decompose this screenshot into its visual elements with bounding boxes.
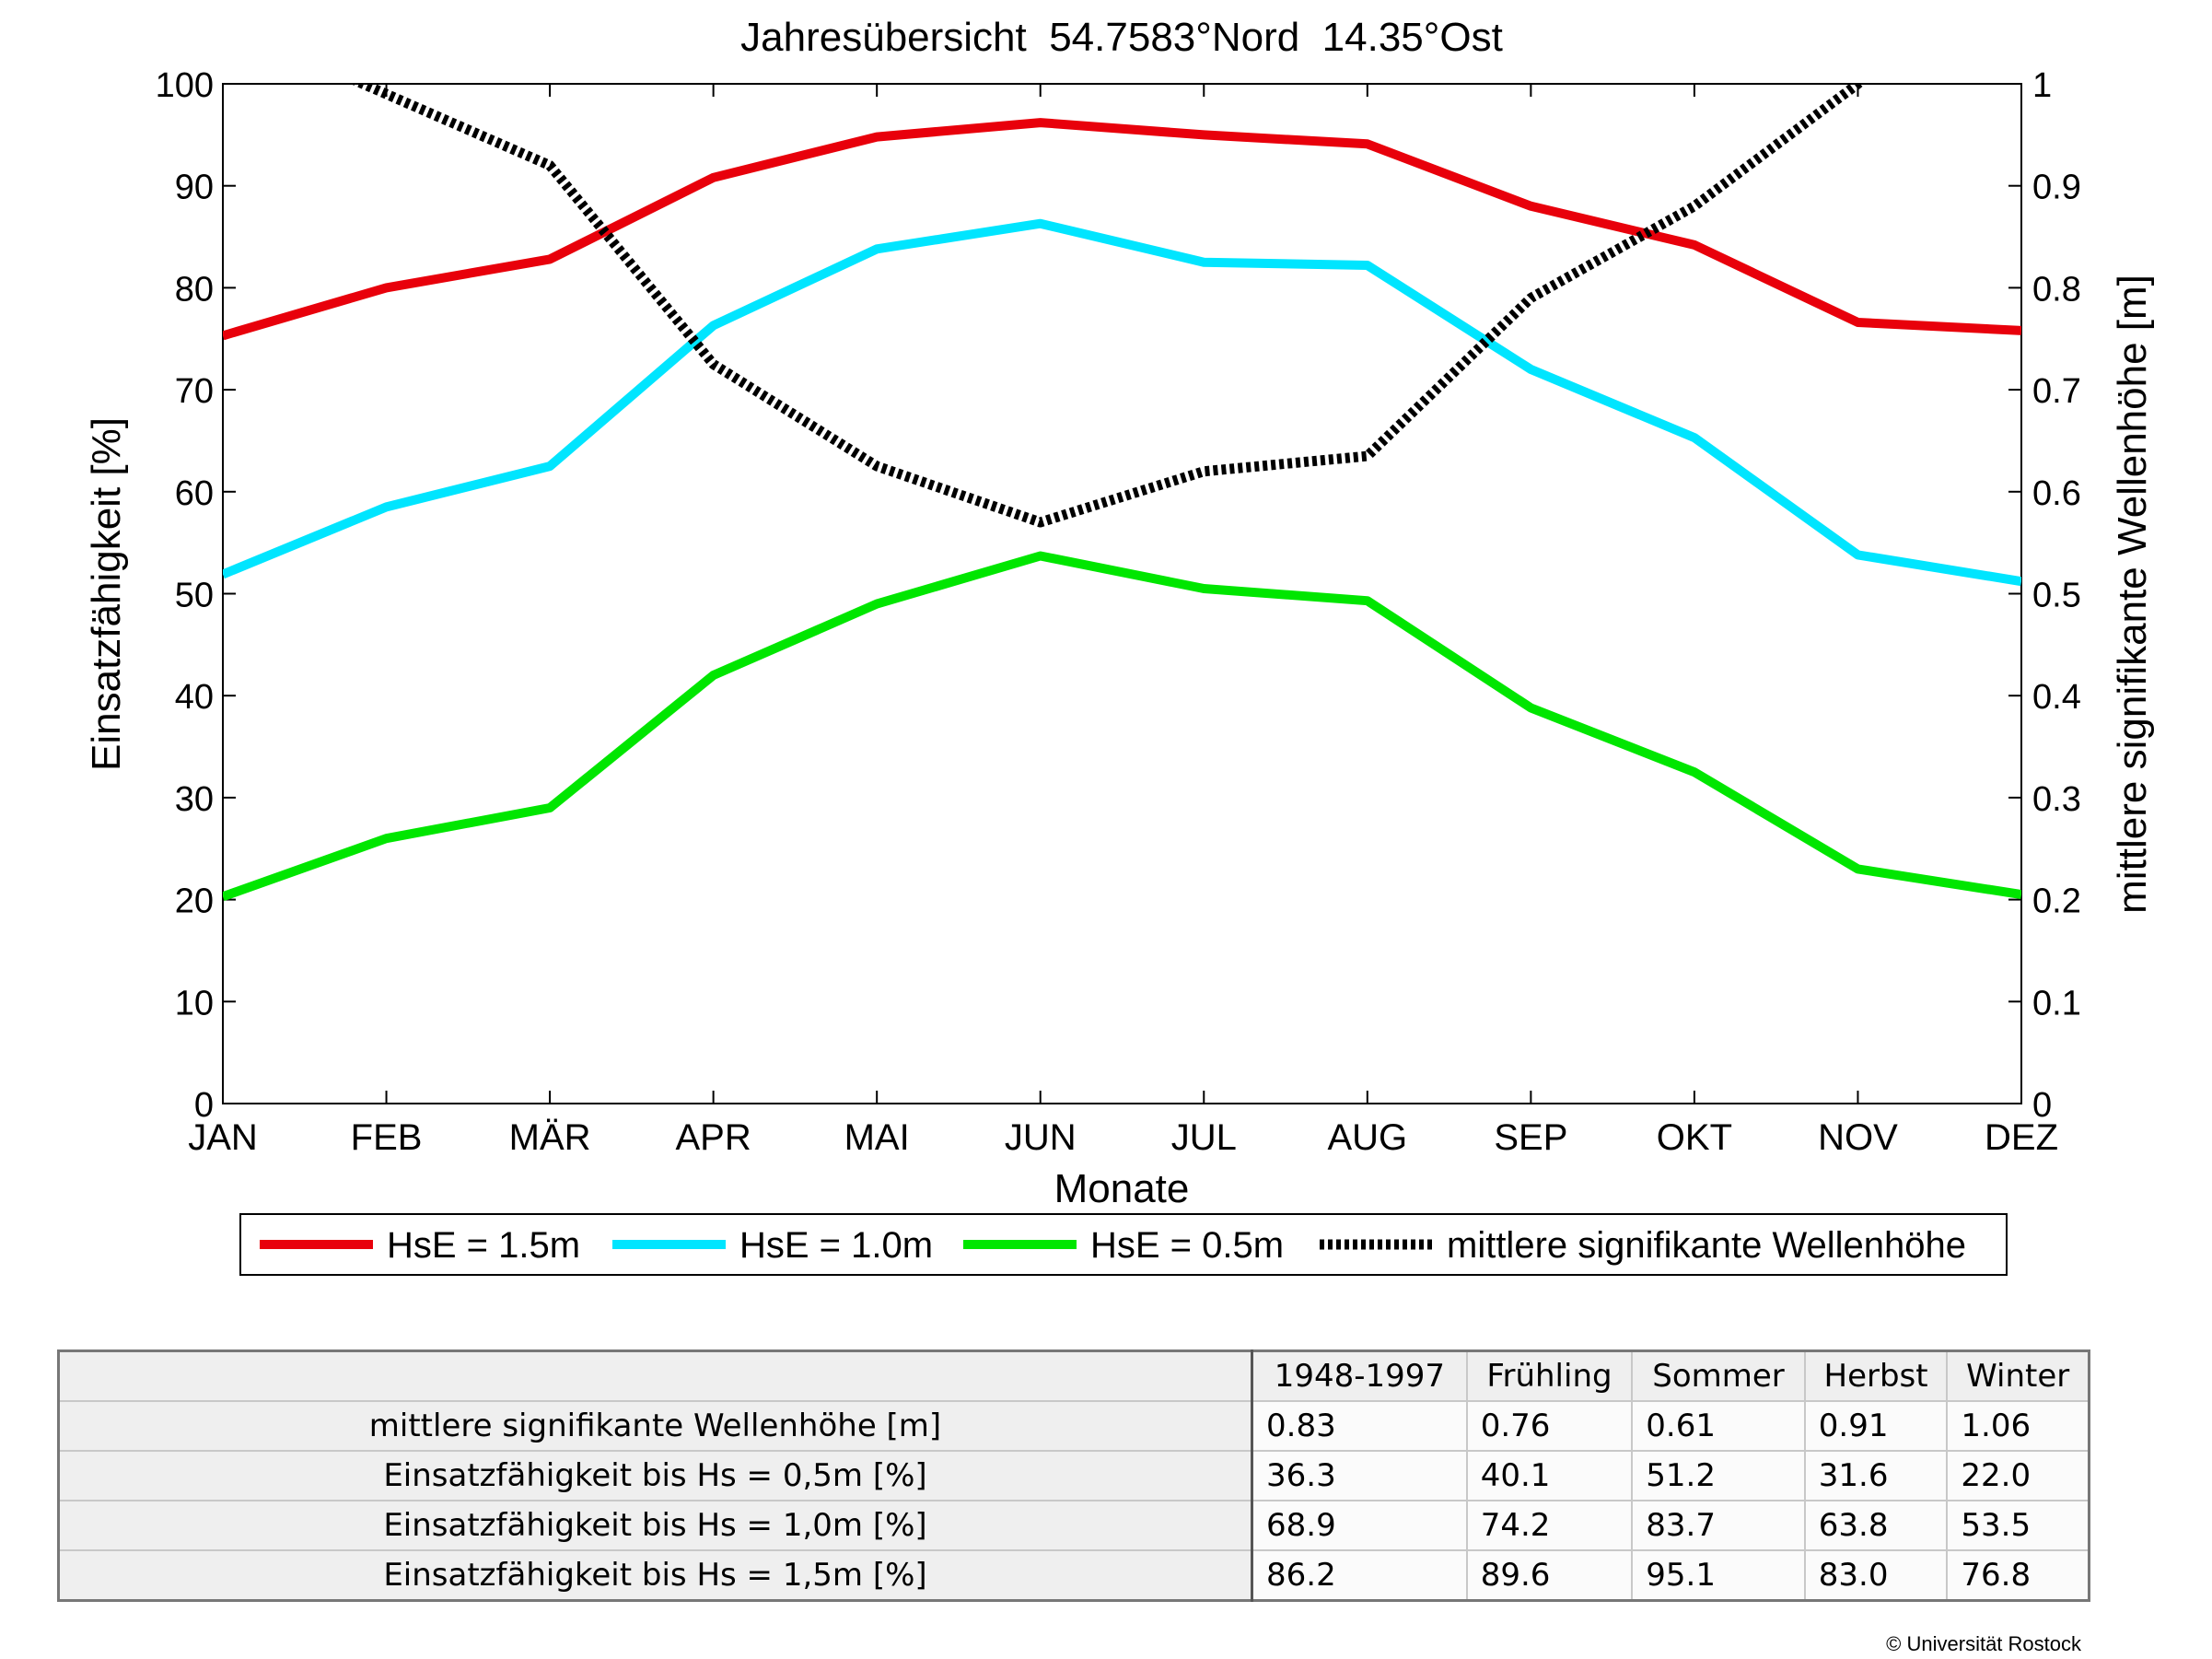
table-cell: 89.6	[1465, 1549, 1634, 1602]
y2-tick-label: 0.6	[2032, 474, 2081, 513]
table-cell: 0.83	[1251, 1400, 1468, 1452]
x-tick-label: JAN	[188, 1117, 258, 1158]
legend-label-0: HsE = 1.5m	[387, 1225, 580, 1266]
y-tick-label: 30	[175, 780, 214, 819]
table-cell: 31.6	[1803, 1450, 1949, 1501]
y-tick-label: 90	[175, 169, 214, 207]
legend-label-2: HsE = 0.5m	[1090, 1225, 1284, 1266]
y-axis-label: Einsatzfähigkeit [%]	[84, 417, 129, 771]
y2-tick-label: 0.7	[2032, 372, 2081, 411]
y2-tick-label: 1	[2032, 66, 2052, 105]
table-cell: 95.1	[1631, 1549, 1806, 1602]
y2-tick-label: 0.2	[2032, 882, 2081, 921]
legend: HsE = 1.5m HsE = 1.0m HsE = 0.5m mittlere s…	[239, 1213, 2008, 1276]
chart: Jahresübersicht 54.7583°Nord 14.35°Ost 0…	[84, 15, 2155, 1276]
x-tick-label: AUG	[1327, 1117, 1407, 1158]
y-tick-label: 10	[175, 984, 214, 1022]
table-header-period: 1948-1997	[1251, 1349, 1468, 1402]
table-cell: 1.06	[1946, 1400, 2090, 1452]
y2-tick-label: 0.4	[2032, 678, 2081, 717]
y-tick-label: 70	[175, 372, 214, 411]
table-cell: 83.0	[1803, 1549, 1949, 1602]
y-tick-label: 50	[175, 577, 214, 615]
y2-tick-label: 0.5	[2032, 577, 2081, 615]
table-cell: 86.2	[1251, 1549, 1468, 1602]
x-tick-label: NOV	[1818, 1117, 1898, 1158]
series-line-0	[223, 118, 2021, 341]
table-cell: 0.61	[1631, 1400, 1806, 1452]
series-line-2	[223, 551, 2021, 902]
y-tick-label: 0	[194, 1086, 214, 1125]
x-tick-label: SEP	[1494, 1117, 1567, 1158]
chart-title: Jahresübersicht 54.7583°Nord 14.35°Ost	[740, 15, 1503, 60]
x-tick-label: DEZ	[1985, 1117, 2058, 1158]
row-label: mittlere signifikante Wellenhöhe [m]	[57, 1400, 1253, 1452]
y-tick-label: 100	[156, 66, 214, 105]
table-cell: 0.91	[1803, 1400, 1949, 1452]
table-header-row: 1948-1997 Frühling Sommer Herbst Winter	[57, 1349, 2090, 1402]
statistics-table: 1948-1997 Frühling Sommer Herbst Winter …	[57, 1349, 2090, 1602]
table-header-summer: Sommer	[1631, 1349, 1806, 1402]
table-cell: 76.8	[1946, 1549, 2090, 1602]
table-row: Einsatzfähigkeit bis Hs = 1,0m [%] 68.9 …	[57, 1500, 2090, 1551]
copyright-notice: © Universität Rostock	[1886, 1632, 2081, 1655]
row-label: Einsatzfähigkeit bis Hs = 1,5m [%]	[57, 1549, 1253, 1602]
table-row: Einsatzfähigkeit bis Hs = 0,5m [%] 36.3 …	[57, 1450, 2090, 1501]
y2-tick-label: 0.8	[2032, 270, 2081, 309]
x-tick-label: FEB	[351, 1117, 423, 1158]
table-cell: 74.2	[1465, 1500, 1634, 1551]
y-tick-label: 60	[175, 474, 214, 513]
table-header-winter: Winter	[1946, 1349, 2090, 1402]
table-header-autumn: Herbst	[1803, 1349, 1949, 1402]
y-tick-label: 80	[175, 270, 214, 309]
y2-tick-label: 0.1	[2032, 984, 2081, 1022]
y2-axis-label: mittlere signifikante Wellenhöhe [m]	[2110, 275, 2155, 914]
row-label: Einsatzfähigkeit bis Hs = 1,0m [%]	[57, 1500, 1253, 1551]
x-tick-label: APR	[676, 1117, 751, 1158]
table-header-spring: Frühling	[1465, 1349, 1634, 1402]
y2-tick-label: 0	[2032, 1086, 2052, 1125]
x-tick-label: JUN	[1005, 1117, 1077, 1158]
y-tick-label: 20	[175, 882, 214, 921]
table-cell: 53.5	[1946, 1500, 2090, 1551]
table-row: Einsatzfähigkeit bis Hs = 1,5m [%] 86.2 …	[57, 1549, 2090, 1602]
x-tick-label: MÄR	[509, 1117, 591, 1158]
table-cell: 36.3	[1251, 1450, 1468, 1501]
x-tick-label: OKT	[1657, 1117, 1732, 1158]
table-cell: 0.76	[1465, 1400, 1634, 1452]
table-cell: 68.9	[1251, 1500, 1468, 1551]
y2-tick-label: 0.9	[2032, 169, 2081, 207]
y-tick-label: 40	[175, 678, 214, 717]
row-label: Einsatzfähigkeit bis Hs = 0,5m [%]	[57, 1450, 1253, 1501]
series-line-1	[223, 218, 2021, 587]
x-tick-label: JUL	[1171, 1117, 1237, 1158]
x-tick-label: MAI	[844, 1117, 910, 1158]
table-cell: 22.0	[1946, 1450, 2090, 1501]
legend-label-3: mittlere signifikante Wellenhöhe	[1447, 1225, 1966, 1266]
table-cell: 63.8	[1803, 1500, 1949, 1551]
table-corner-cell	[57, 1349, 1253, 1402]
table-cell: 83.7	[1631, 1500, 1806, 1551]
table-row: mittlere signifikante Wellenhöhe [m] 0.8…	[57, 1400, 2090, 1452]
x-axis-label: Monate	[1054, 1166, 1190, 1211]
table-cell: 51.2	[1631, 1450, 1806, 1501]
table-cell: 40.1	[1465, 1450, 1634, 1501]
plot-area	[222, 83, 2022, 1104]
legend-label-1: HsE = 1.0m	[739, 1225, 933, 1266]
series-line-3	[350, 84, 1866, 528]
y2-tick-label: 0.3	[2032, 780, 2081, 819]
